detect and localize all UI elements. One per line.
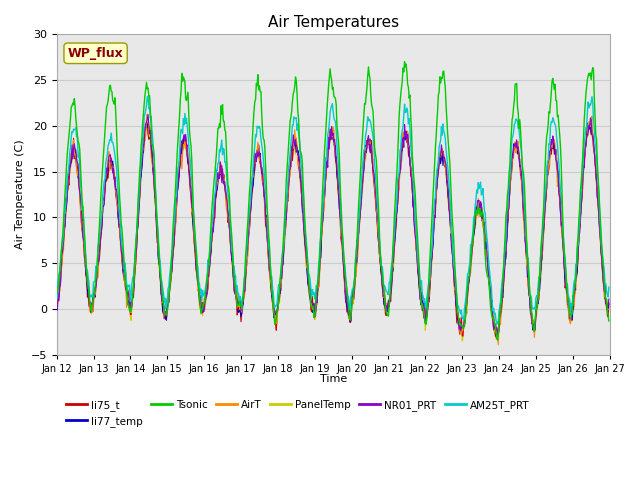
Text: WP_flux: WP_flux <box>68 47 124 60</box>
Legend: li75_t, li77_temp, Tsonic, AirT, PanelTemp, NR01_PRT, AM25T_PRT: li75_t, li77_temp, Tsonic, AirT, PanelTe… <box>62 396 534 431</box>
Y-axis label: Air Temperature (C): Air Temperature (C) <box>15 140 25 249</box>
X-axis label: Time: Time <box>319 374 347 384</box>
Title: Air Temperatures: Air Temperatures <box>268 15 399 30</box>
